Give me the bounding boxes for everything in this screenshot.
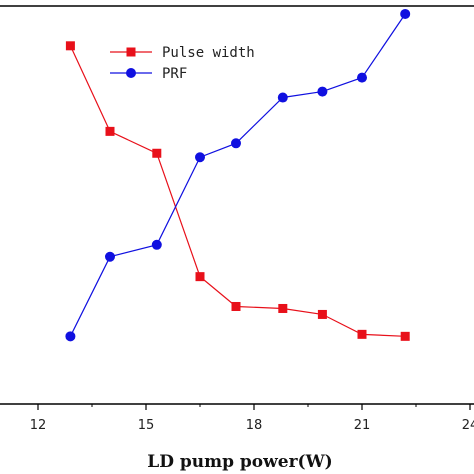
data-point [400, 331, 410, 341]
data-point [195, 272, 205, 282]
plot-frame [0, 5, 474, 405]
series-line [69, 45, 406, 337]
data-point [278, 303, 288, 313]
data-point [195, 152, 205, 163]
series-line [69, 13, 406, 337]
legend-marker [126, 68, 136, 78]
legend-marker [126, 47, 136, 57]
series-0 [65, 41, 410, 341]
data-point [151, 239, 162, 250]
legend-entry: PRF [110, 66, 187, 82]
data-point [317, 86, 328, 97]
data-point [317, 309, 327, 319]
x-tick-label: 18 [246, 418, 263, 433]
x-tick-label: 12 [30, 418, 47, 433]
x-tick-label: 15 [138, 418, 155, 433]
data-point [231, 138, 241, 149]
x-tick-label: 24 [462, 418, 474, 433]
data-point [277, 92, 288, 103]
data-point [152, 148, 162, 158]
legend-label: Pulse width [162, 45, 255, 61]
data-point [357, 329, 367, 339]
x-axis-title: LD pump power(W) [147, 452, 332, 472]
data-point [105, 251, 115, 262]
legend-label: PRF [162, 66, 187, 82]
data-point [105, 126, 115, 136]
series-1 [65, 8, 411, 342]
x-tick-label: 21 [354, 418, 371, 433]
data-point [65, 331, 76, 342]
data-point [231, 301, 241, 311]
data-point [65, 41, 75, 51]
data-point [400, 8, 411, 19]
data-point [357, 72, 367, 83]
legend-entry: Pulse width [110, 45, 255, 61]
